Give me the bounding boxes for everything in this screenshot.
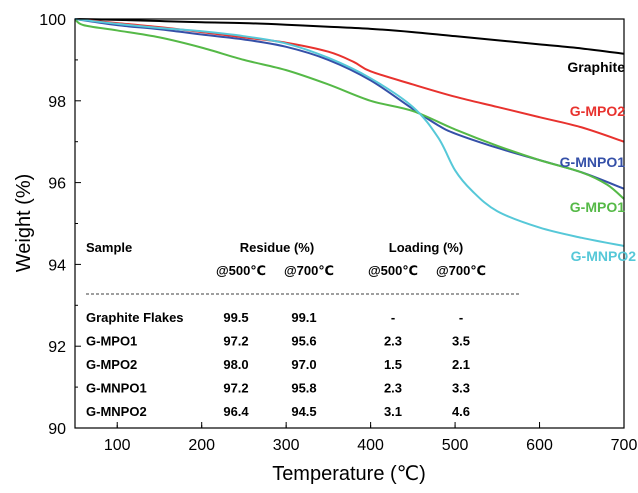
- table-cell-res700: 95.8: [291, 381, 316, 396]
- y-tick-label: 92: [48, 339, 66, 356]
- table-cell-res500: 96.4: [223, 404, 249, 419]
- table-cell-load700: 2.1: [452, 357, 470, 372]
- y-axis-ticks: 90 92 94 96 98 100: [39, 12, 81, 438]
- table-cell-sample: Graphite Flakes: [86, 310, 184, 325]
- x-tick-label: 500: [442, 437, 469, 454]
- series-layer: [74, 18, 625, 247]
- table-cell-load500: -: [391, 310, 395, 325]
- series-line-g-mpo1: [74, 18, 625, 200]
- series-line-graphite: [74, 18, 625, 55]
- table-cell-load700: 3.3: [452, 381, 470, 396]
- y-tick-label: 98: [48, 94, 66, 111]
- series-label-graphite: Graphite: [567, 59, 625, 75]
- series-label-g-mnpo1: G-MNPO1: [560, 154, 626, 170]
- table-cell-sample: G-MPO1: [86, 334, 137, 349]
- table-cell-res700: 94.5: [291, 404, 316, 419]
- table-cell-load700: 3.5: [452, 334, 470, 349]
- table-cell-res500: 98.0: [223, 357, 248, 372]
- x-tick-label: 700: [611, 437, 638, 454]
- y-tick-label: 100: [39, 12, 66, 29]
- x-tick-label: 300: [273, 437, 300, 454]
- table-cell-res500: 99.5: [223, 310, 248, 325]
- table-subheader-load500: @500℃: [368, 263, 418, 278]
- x-axis-title: Temperature (℃): [272, 463, 426, 485]
- table-cell-sample: G-MNPO2: [86, 404, 147, 419]
- table-cell-sample: G-MPO2: [86, 357, 137, 372]
- table-rows: Graphite Flakes 99.5 99.1 - - G-MPO1 97.2 95.6 2…: [86, 310, 470, 419]
- series-label-g-mpo2: G-MPO2: [570, 103, 625, 119]
- table-cell-res700: 95.6: [291, 334, 316, 349]
- y-tick-label: 94: [48, 257, 66, 274]
- series-label-g-mpo1: G-MPO1: [570, 199, 625, 215]
- y-tick-label: 90: [48, 421, 66, 438]
- table-cell-load700: 4.6: [452, 404, 470, 419]
- table-cell-load500: 2.3: [384, 381, 402, 396]
- table-cell-res500: 97.2: [223, 381, 248, 396]
- x-tick-label: 100: [104, 437, 131, 454]
- x-axis-ticks: 100 200 300 400 500 600 700: [104, 422, 638, 454]
- table-cell-sample: G-MNPO1: [86, 381, 147, 396]
- plot-frame: [74, 18, 625, 429]
- table-cell-res500: 97.2: [223, 334, 248, 349]
- table-cell-load500: 1.5: [384, 357, 402, 372]
- x-tick-label: 600: [526, 437, 553, 454]
- table-subheader-load700: @700℃: [436, 263, 486, 278]
- y-axis-title: Weight (%): [13, 174, 35, 273]
- table-subheader-res700: @700℃: [284, 263, 334, 278]
- series-line-g-mnpo2: [74, 18, 625, 247]
- series-labels: Graphite G-MPO2 G-MNPO1 G-MPO1 G-MNPO2: [560, 59, 637, 264]
- table-header-residue: Residue (%): [240, 240, 314, 255]
- series-label-g-mnpo2: G-MNPO2: [571, 248, 637, 264]
- table-cell-load700: -: [459, 310, 463, 325]
- table-subheader-res500: @500℃: [216, 263, 266, 278]
- table-header-sample: Sample: [86, 240, 132, 255]
- x-tick-label: 400: [357, 437, 384, 454]
- table-cell-load500: 3.1: [384, 404, 402, 419]
- table-header-loading: Loading (%): [389, 240, 463, 255]
- table-cell-load500: 2.3: [384, 334, 402, 349]
- table-cell-res700: 99.1: [291, 310, 316, 325]
- data-table: Sample Residue (%) Loading (%) @500℃ @70…: [86, 240, 520, 419]
- y-tick-label: 96: [48, 176, 66, 193]
- x-tick-label: 200: [188, 437, 215, 454]
- table-cell-res700: 97.0: [291, 357, 316, 372]
